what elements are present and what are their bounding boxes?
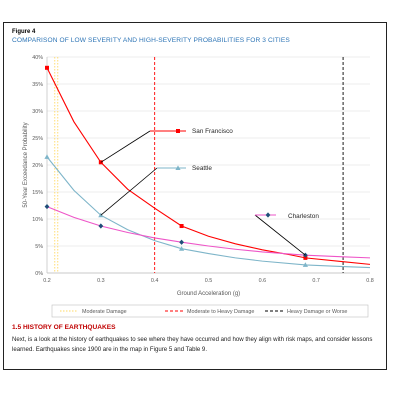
data-point — [44, 203, 50, 210]
data-point — [303, 255, 308, 260]
y-tick-label: 35% — [32, 82, 43, 88]
data-point — [45, 65, 49, 70]
data-point — [44, 154, 50, 159]
data-point — [98, 223, 104, 229]
figure-label: Figure 4 — [12, 29, 36, 35]
annotation-label: San Francisco — [192, 128, 233, 135]
annotation-label: Seattle — [192, 165, 212, 172]
x-axis-title: Ground Acceleration (g) — [177, 291, 240, 297]
annotation-marker — [176, 129, 180, 133]
data-point — [178, 246, 185, 251]
x-tick-label: 0.7 — [312, 278, 320, 284]
body-paragraph: Next, is a look at the history of earthq… — [12, 336, 373, 353]
data-point — [179, 239, 184, 245]
threshold-legend — [51, 304, 369, 318]
figure-title: COMPARISON OF LOW SEVERITY AND HIGH-SEVE… — [12, 37, 290, 44]
x-tick-label: 0.4 — [151, 278, 159, 284]
section-heading: 1.5 HISTORY OF EARTHQUAKES — [12, 324, 116, 331]
series-line — [46, 206, 371, 259]
data-point — [179, 224, 184, 229]
y-tick-label: 20% — [32, 163, 43, 169]
legend-label: Moderate to Heavy Damage — [187, 309, 254, 315]
x-tick-label: 0.8 — [366, 278, 374, 284]
annotation-marker — [175, 165, 181, 170]
annotation-leader — [254, 214, 306, 256]
legend-label: Heavy Damage or Worse — [287, 309, 347, 315]
y-tick-label: 0% — [35, 271, 43, 277]
annotation-marker — [265, 212, 271, 218]
data-point — [302, 262, 308, 267]
x-tick-label: 0.2 — [43, 278, 51, 284]
legend-label: Moderate Damage — [82, 309, 127, 315]
y-tick-label: 30% — [32, 109, 43, 115]
x-tick-label: 0.3 — [97, 278, 105, 284]
annotation-leader — [100, 130, 151, 163]
figure-frame — [3, 22, 387, 370]
y-tick-label: 10% — [32, 217, 43, 223]
series-line — [46, 156, 371, 269]
x-tick-label: 0.6 — [259, 278, 267, 284]
y-tick-label: 40% — [32, 55, 43, 61]
annotation-label: Charleston — [288, 213, 319, 220]
y-axis-title: 50-Year Exceedance Probability — [23, 122, 29, 207]
x-tick-label: 0.5 — [205, 278, 213, 284]
y-tick-label: 5% — [35, 244, 43, 250]
y-tick-label: 25% — [32, 136, 43, 142]
y-tick-label: 15% — [32, 190, 43, 196]
annotation-leader — [100, 167, 158, 216]
